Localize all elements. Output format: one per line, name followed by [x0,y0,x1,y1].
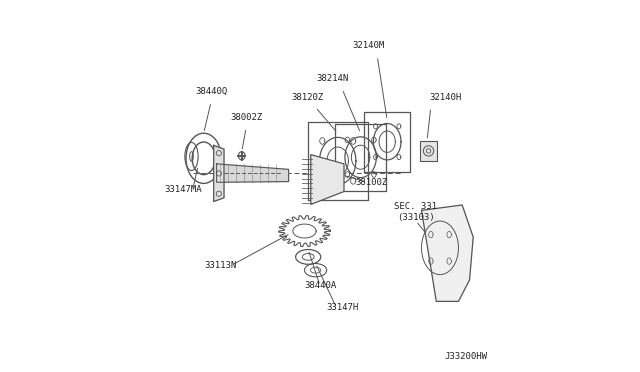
Text: 38214N: 38214N [317,74,349,83]
Text: 32140M: 32140M [352,41,384,50]
Text: 38100Z: 38100Z [356,178,388,187]
Polygon shape [311,155,344,205]
Text: 33147H: 33147H [326,303,358,312]
Text: 38002Z: 38002Z [230,113,262,122]
Polygon shape [214,145,224,202]
Text: 38440A: 38440A [304,281,336,290]
Text: 38120Z: 38120Z [291,93,323,102]
Polygon shape [420,141,437,161]
Text: 33147MA: 33147MA [164,185,202,194]
Text: 32140H: 32140H [429,93,461,102]
Text: 38440Q: 38440Q [195,87,227,96]
Polygon shape [422,205,473,301]
Text: SEC. 331
(33103): SEC. 331 (33103) [394,202,438,222]
Polygon shape [216,164,289,182]
Text: J33200HW: J33200HW [444,352,487,361]
Text: 33113N: 33113N [204,261,236,270]
